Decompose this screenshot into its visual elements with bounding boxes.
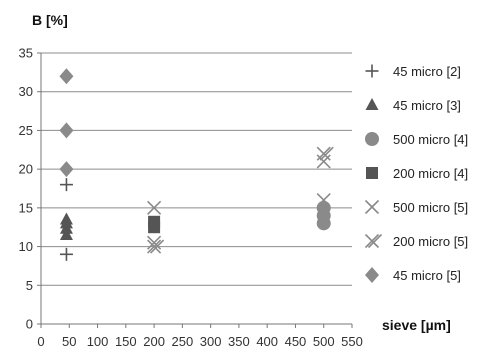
data-point bbox=[316, 193, 331, 208]
axes bbox=[37, 52, 353, 328]
series-5 bbox=[147, 146, 334, 254]
data-point bbox=[147, 239, 165, 254]
legend-label: 45 micro [5] bbox=[393, 268, 461, 283]
legend-label: 45 micro [2] bbox=[393, 64, 461, 79]
x-tick-label: 400 bbox=[256, 334, 278, 349]
legend-item: 45 micro [2] bbox=[365, 64, 461, 79]
y-tick-labels: 0 5 10 15 20 25 30 35 bbox=[19, 46, 33, 332]
data-point bbox=[59, 161, 74, 178]
y-tick-label: 15 bbox=[19, 200, 33, 215]
y-tick-label: 25 bbox=[19, 123, 33, 138]
data-point bbox=[147, 200, 162, 215]
legend-marker bbox=[366, 167, 378, 179]
x-tick-label: 0 bbox=[37, 334, 44, 349]
data-points bbox=[59, 68, 334, 261]
legend-item: 45 micro [3] bbox=[365, 98, 461, 113]
y-tick-label: 30 bbox=[19, 84, 33, 99]
series-6 bbox=[59, 68, 74, 178]
legend-marker bbox=[365, 64, 379, 78]
y-tick-label: 10 bbox=[19, 239, 33, 254]
y-tick-label: 0 bbox=[26, 317, 33, 332]
x-tick-label: 300 bbox=[200, 334, 222, 349]
legend-item: 45 micro [5] bbox=[365, 267, 461, 283]
legend-marker bbox=[365, 132, 379, 146]
legend-marker bbox=[365, 267, 379, 283]
data-point bbox=[59, 122, 74, 139]
x-tick-label: 50 bbox=[62, 334, 76, 349]
x-tick-label: 250 bbox=[172, 334, 194, 349]
y-tick-label: 35 bbox=[19, 46, 33, 61]
x-axis-title: sieve [µm] bbox=[382, 317, 451, 333]
x-tick-label: 550 bbox=[341, 334, 363, 349]
x-tick-label: 150 bbox=[115, 334, 137, 349]
series-1 bbox=[59, 212, 73, 240]
legend: 45 micro [2] 45 micro [3] 500 micro [4] 200… bbox=[364, 64, 468, 283]
data-point bbox=[148, 215, 161, 228]
data-point bbox=[59, 227, 73, 240]
x-tick-label: 350 bbox=[228, 334, 250, 349]
legend-marker bbox=[365, 98, 379, 110]
legend-item: 200 micro [4] bbox=[366, 166, 468, 181]
legend-label: 500 micro [4] bbox=[393, 132, 468, 147]
data-point bbox=[316, 200, 331, 215]
legend-label: 200 micro [4] bbox=[393, 166, 468, 181]
legend-item: 500 micro [4] bbox=[365, 132, 468, 147]
x-tick-labels: 0 50 100 150 200 250 300 350 400 450 500 550 bbox=[37, 334, 362, 349]
data-point bbox=[59, 68, 74, 85]
legend-label: 200 micro [5] bbox=[393, 234, 468, 249]
data-point bbox=[316, 146, 334, 161]
data-point bbox=[59, 212, 73, 225]
x-tick-label: 200 bbox=[143, 334, 165, 349]
legend-item: 500 micro [5] bbox=[364, 199, 468, 215]
legend-label: 45 micro [3] bbox=[393, 98, 461, 113]
grid-lines bbox=[41, 52, 352, 286]
data-point bbox=[147, 235, 162, 250]
legend-marker bbox=[364, 233, 383, 249]
x-tick-label: 100 bbox=[87, 334, 109, 349]
legend-marker bbox=[364, 199, 380, 215]
data-point bbox=[59, 178, 73, 192]
x-tick-label: 450 bbox=[285, 334, 307, 349]
legend-label: 500 micro [5] bbox=[393, 200, 468, 215]
legend-item: 200 micro [5] bbox=[364, 233, 468, 249]
y-axis-title: B [%] bbox=[32, 12, 68, 28]
x-tick-label: 500 bbox=[313, 334, 335, 349]
data-point bbox=[59, 247, 73, 261]
y-tick-label: 5 bbox=[26, 278, 33, 293]
y-tick-label: 20 bbox=[19, 162, 33, 177]
series-0 bbox=[59, 178, 73, 261]
series-3 bbox=[148, 215, 161, 234]
